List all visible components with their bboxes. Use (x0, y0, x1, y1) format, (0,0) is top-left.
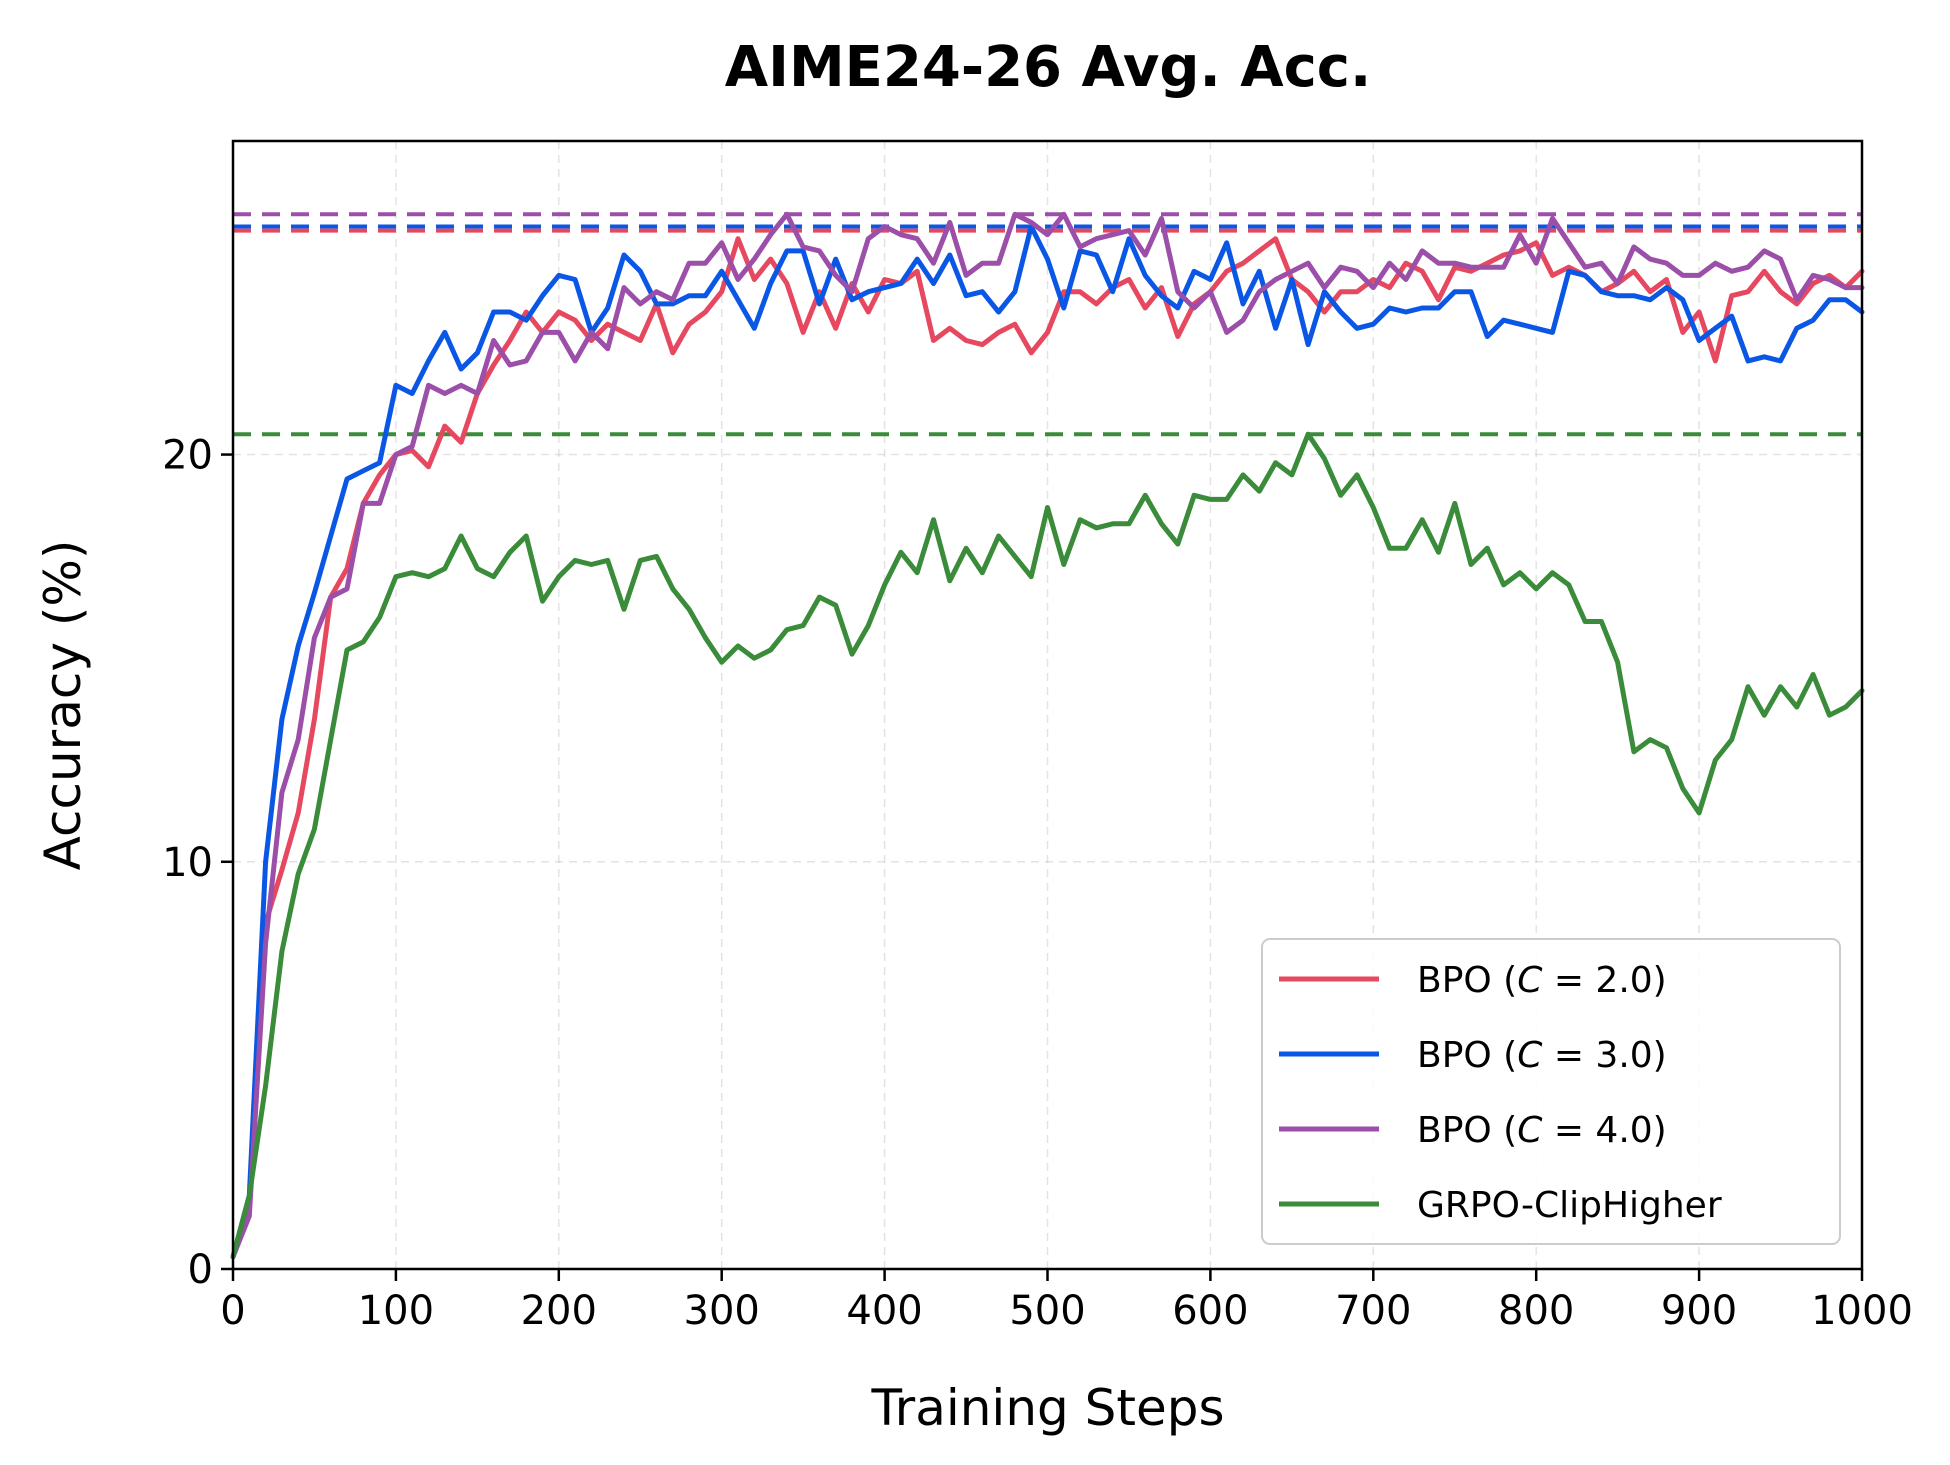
x-tick-label: 800 (1498, 1288, 1574, 1334)
legend-label-suffix: = 3.0) (1542, 1035, 1666, 1076)
x-axis-label: Training Steps (870, 1379, 1224, 1437)
legend-label-prefix: GRPO-ClipHigher (1417, 1185, 1722, 1226)
legend-label-variable: C (1517, 1035, 1543, 1076)
x-tick-label: 1000 (1811, 1288, 1913, 1334)
reference-lines (233, 212, 1862, 437)
legend-label-prefix: BPO ( (1417, 1035, 1517, 1076)
series-line-4 (230, 431, 1865, 1260)
y-axis-ticks: 0 10 20 (162, 433, 233, 1293)
y-tick-label: 20 (162, 433, 213, 479)
x-tick-label: 900 (1661, 1288, 1737, 1334)
y-tick-label: 0 (188, 1247, 213, 1293)
legend-label-suffix: = 2.0) (1542, 960, 1666, 1001)
x-tick-label: 0 (220, 1288, 245, 1334)
x-tick-label: 300 (684, 1288, 760, 1334)
legend-label-variable: C (1517, 960, 1543, 1001)
series-line-2 (230, 224, 1865, 1260)
chart-title: AIME24-26 Avg. Acc. (725, 35, 1371, 100)
y-tick-label: 10 (162, 840, 213, 886)
series-line-3 (230, 211, 1865, 1260)
legend-label-prefix: BPO ( (1417, 960, 1517, 1001)
x-tick-label: 700 (1335, 1288, 1411, 1334)
x-tick-label: 100 (358, 1288, 434, 1334)
legend: BPO (C = 2.0)BPO (C = 3.0)BPO (C = 4.0)G… (1261, 938, 1841, 1245)
series-lines (230, 211, 1865, 1260)
y-axis-label: Accuracy (%) (34, 540, 92, 871)
legend-label-suffix: = 4.0) (1542, 1110, 1666, 1151)
x-tick-label: 600 (1172, 1288, 1248, 1334)
x-tick-label: 400 (846, 1288, 922, 1334)
legend-label-prefix: BPO ( (1417, 1110, 1517, 1151)
x-axis-ticks: 0 100 200 300 400 500 600 700 800 900 1000 (220, 1269, 1913, 1334)
x-tick-label: 200 (521, 1288, 597, 1334)
legend-label-1: BPO (C = 2.0) (1417, 960, 1667, 1001)
legend-label-2: BPO (C = 3.0) (1417, 1035, 1667, 1076)
legend-label-3: BPO (C = 4.0) (1417, 1110, 1667, 1151)
legend-label-4: GRPO-ClipHigher (1417, 1185, 1722, 1226)
legend-box (1261, 938, 1841, 1245)
x-tick-label: 500 (1009, 1288, 1085, 1334)
legend-label-variable: C (1517, 1110, 1543, 1151)
